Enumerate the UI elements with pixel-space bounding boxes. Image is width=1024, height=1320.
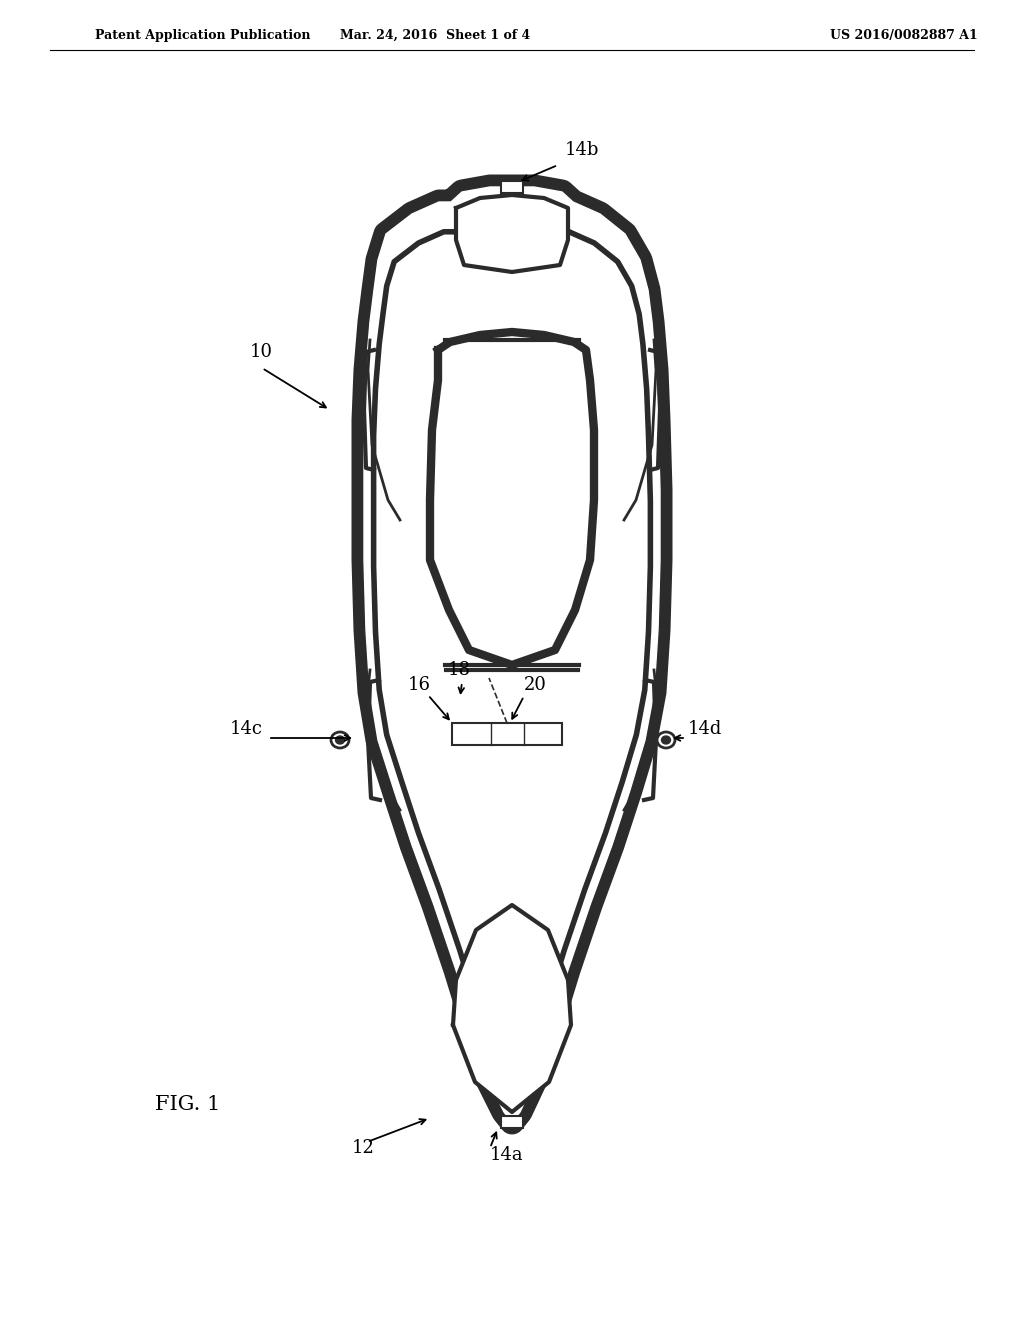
Bar (501, 181, 523, 193)
Text: Mar. 24, 2016  Sheet 1 of 4: Mar. 24, 2016 Sheet 1 of 4 (340, 29, 530, 41)
Ellipse shape (662, 737, 671, 744)
Text: 14b: 14b (565, 141, 599, 158)
Text: 18: 18 (449, 661, 471, 678)
Polygon shape (453, 906, 571, 1111)
Text: 20: 20 (524, 676, 547, 694)
Bar (452, 723, 562, 744)
Polygon shape (364, 187, 660, 1122)
Ellipse shape (331, 733, 349, 748)
Text: 14c: 14c (230, 719, 263, 738)
Text: FIG. 1: FIG. 1 (155, 1096, 220, 1114)
Text: 14d: 14d (688, 719, 722, 738)
Text: 10: 10 (250, 343, 273, 360)
Ellipse shape (657, 733, 675, 748)
Text: 16: 16 (408, 676, 431, 694)
Bar (501, 1115, 523, 1129)
Text: US 2016/0082887 A1: US 2016/0082887 A1 (830, 29, 978, 41)
Polygon shape (430, 333, 594, 665)
Text: 12: 12 (352, 1139, 375, 1158)
Polygon shape (456, 195, 568, 272)
Ellipse shape (336, 737, 344, 744)
Text: Patent Application Publication: Patent Application Publication (95, 29, 310, 41)
Text: 14a: 14a (490, 1146, 523, 1164)
